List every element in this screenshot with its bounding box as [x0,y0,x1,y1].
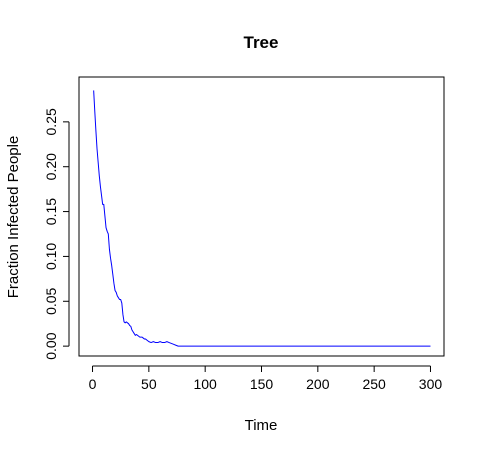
x-tick-label: 150 [250,376,274,392]
x-tick-label: 100 [193,376,217,392]
y-tick-label: 0.05 [43,287,59,314]
x-axis: 0 50 100 150 200 250 300 [89,365,443,392]
x-axis-label: Time [245,417,278,434]
x-tick-label: 0 [89,376,97,392]
x-tick-label: 50 [141,376,157,392]
y-tick-label: 0.10 [43,243,59,270]
y-axis: 0.00 0.05 0.10 0.15 0.20 0.25 [43,108,70,360]
x-tick-label: 250 [362,376,386,392]
chart-title: Tree [244,33,279,52]
series-layer [93,90,431,347]
y-tick-label: 0.00 [43,332,59,359]
x-tick-label: 200 [306,376,330,392]
y-tick-label: 0.20 [43,153,59,180]
y-axis-label: Fraction Infected People [5,136,22,299]
y-tick-label: 0.15 [43,198,59,225]
plot-frame [78,76,445,357]
x-tick-label: 300 [419,376,443,392]
y-tick-label: 0.25 [43,108,59,135]
series-line [93,90,431,347]
